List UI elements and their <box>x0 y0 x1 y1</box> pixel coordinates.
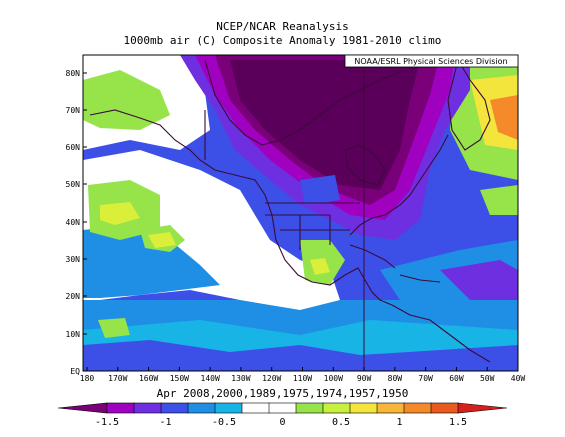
chart-title: NCEP/NCAR Reanalysis <box>216 20 349 33</box>
lon-label: 60W <box>449 374 464 383</box>
field-yellow-mexico <box>310 258 330 275</box>
colorbar <box>57 402 508 414</box>
lon-label: 50W <box>480 374 495 383</box>
colorbar-swatch <box>403 402 432 414</box>
colorbar-swatch <box>187 402 216 414</box>
field-violet-atlantic <box>440 260 518 300</box>
colorbar-swatch <box>322 402 351 414</box>
colorbar-tick-label: -1 <box>159 417 171 428</box>
field-yellow-pacific <box>100 202 140 225</box>
composite-years-caption: Apr 2008,2000,1989,1975,1974,1957,1950 <box>156 387 409 400</box>
lon-label: 90W <box>357 374 372 383</box>
lat-label: 80N <box>66 69 81 78</box>
colorbar-tick-label: 1 <box>396 417 402 428</box>
coast-atlantic <box>349 134 449 236</box>
lon-label: 170W <box>108 374 127 383</box>
colorbar-swatch <box>214 402 243 414</box>
field-green-tropics <box>98 318 130 338</box>
lon-label: 100W <box>324 374 343 383</box>
lat-label: 70N <box>66 106 81 115</box>
coast-greenland <box>447 58 491 151</box>
colorbar-swatch <box>57 402 108 414</box>
lat-label: 40N <box>66 218 81 227</box>
lat-label: 60N <box>66 143 81 152</box>
field-blue-plains <box>300 175 340 205</box>
colorbar-tick-label: 1.5 <box>449 417 467 428</box>
colorbar-swatch <box>106 402 135 414</box>
colorbar-tick-label: 0 <box>279 417 285 428</box>
field-equatorial-blue <box>83 340 518 371</box>
lon-label: 70W <box>418 374 433 383</box>
colorbar-swatch <box>133 402 162 414</box>
anomaly-field <box>83 55 518 371</box>
colorbar-swatch <box>457 402 508 414</box>
lon-label: 180 <box>80 374 95 383</box>
coast-gulf <box>349 244 396 269</box>
chart-subtitle: 1000mb air (C) Composite Anomaly 1981-20… <box>123 34 442 47</box>
coast-hudson-bay <box>344 144 386 186</box>
field-orange-greenland <box>490 95 518 140</box>
colorbar-tick-label: -1.5 <box>95 417 119 428</box>
lat-label: 30N <box>66 255 81 264</box>
coast-south-america <box>391 304 491 363</box>
border-us-states <box>280 215 350 250</box>
coastlines <box>89 58 491 363</box>
lat-label: EQ <box>70 367 80 376</box>
colorbar-swatch <box>295 402 324 414</box>
field-cyan-west <box>83 225 220 298</box>
field-green-nw <box>83 70 170 130</box>
field-yellow-pacific-2 <box>148 232 176 248</box>
lon-label: 140W <box>201 374 220 383</box>
credit-box <box>344 54 519 68</box>
latitude-labels: 80N 70N 60N 50N 40N 30N 20N 10N EQ <box>66 69 87 376</box>
colorbar-swatch <box>430 402 459 414</box>
border-us-canada <box>265 202 360 216</box>
colorbar-swatch <box>349 402 378 414</box>
lat-label: 20N <box>66 292 81 301</box>
colorbar-swatch <box>268 402 297 414</box>
lon-label: 80W <box>388 374 403 383</box>
longitude-labels: 180 170W 160W 150W 140W 130W 120W 110W 100W 90W 80… <box>80 367 526 383</box>
credit-text: NOAA/ESRL Physical Sciences Division <box>354 57 507 66</box>
lon-label: 110W <box>293 374 312 383</box>
coast-caribbean <box>399 274 441 283</box>
lon-label: 160W <box>139 374 158 383</box>
lon-label: 120W <box>262 374 281 383</box>
coast-arctic <box>204 59 401 146</box>
lon-label: 40W <box>511 374 526 383</box>
colorbar-tick-label: 0.5 <box>332 417 350 428</box>
map-frame <box>82 54 519 372</box>
colorbar-tick-label: -0.5 <box>212 417 236 428</box>
colorbar-swatch <box>160 402 189 414</box>
lat-label: 10N <box>66 330 81 339</box>
colorbar-swatch <box>376 402 405 414</box>
field-green-atlantic <box>480 185 518 215</box>
colorbar-tick-labels: -1.5 -1 -0.5 0 0.5 1 1.5 <box>95 417 467 428</box>
lon-label: 150W <box>170 374 189 383</box>
field-darkpurple-canada <box>230 60 420 190</box>
lat-label: 50N <box>66 180 81 189</box>
lon-label: 130W <box>231 374 250 383</box>
colorbar-swatch <box>241 402 270 414</box>
